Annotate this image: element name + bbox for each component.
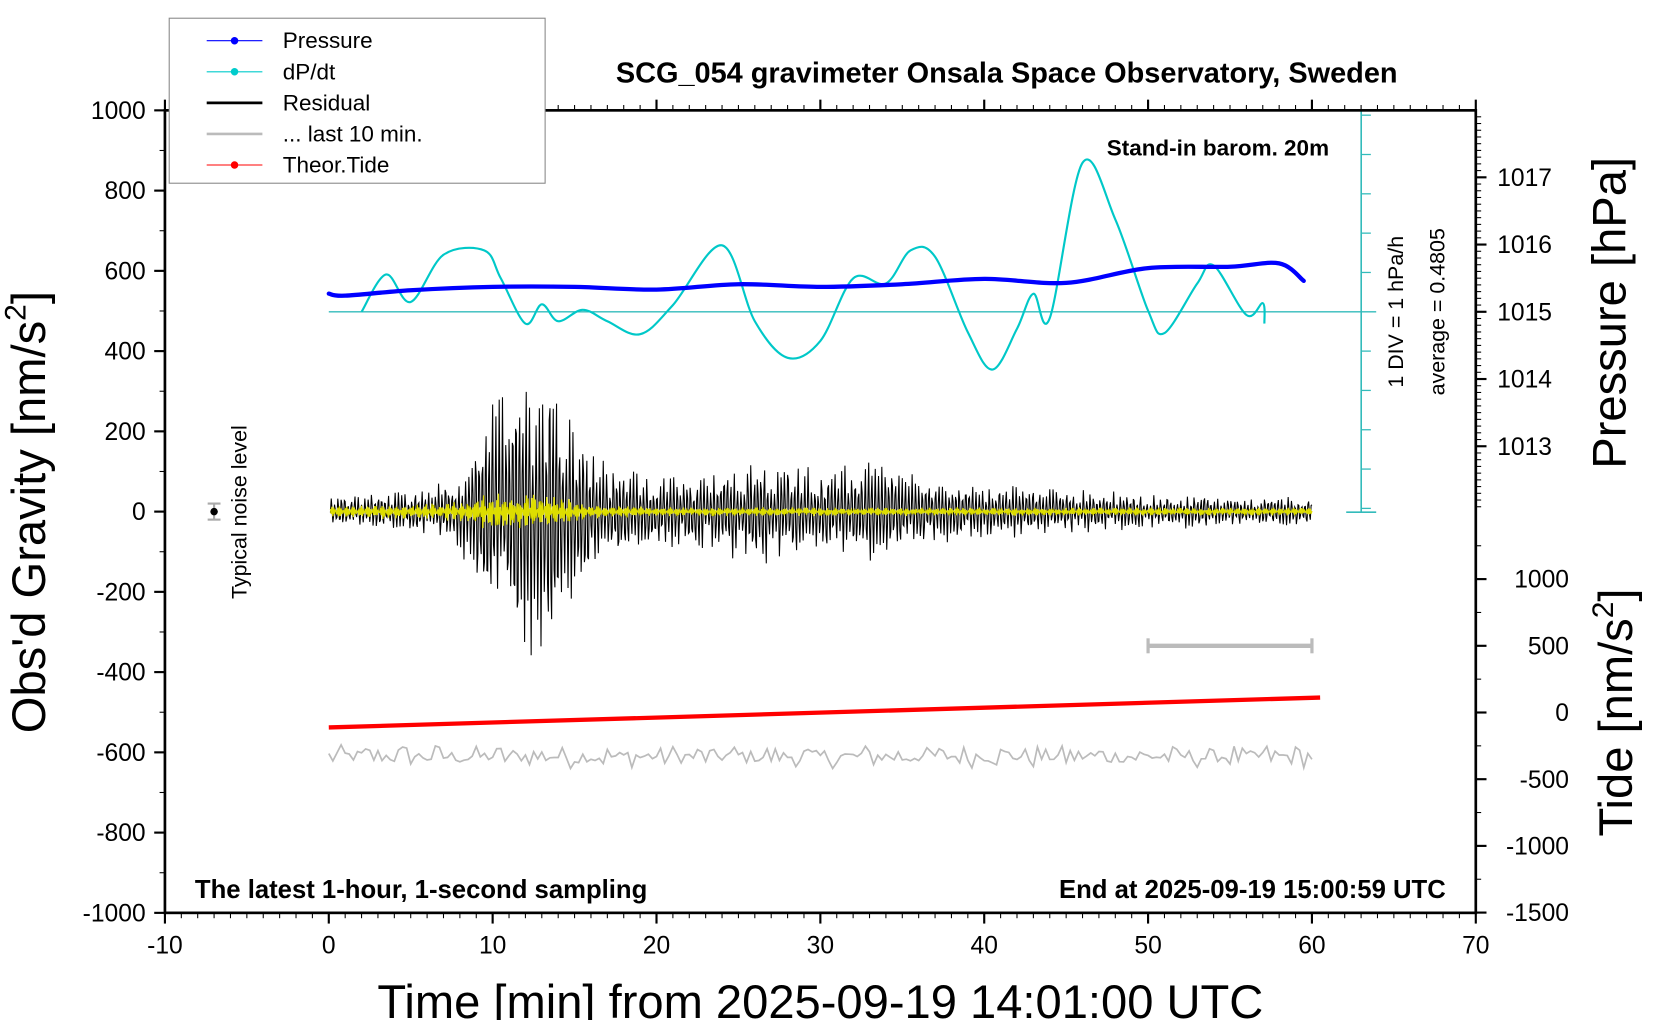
average-note: average = 0.4805 <box>1426 228 1450 395</box>
x-axis-label: Time [min] from 2025-09-19 14:01:00 UTC <box>377 975 1263 1020</box>
x-tick-label: -10 <box>147 933 183 960</box>
x-tick-label: 70 <box>1462 933 1489 960</box>
theor-tide-line <box>328 695 1321 730</box>
tide-tick-label: -500 <box>1520 767 1569 794</box>
y-tick-label: 0 <box>132 499 146 526</box>
legend-label: ... last 10 min. <box>283 121 423 146</box>
noise-label: Typical noise level <box>227 425 251 599</box>
tide-tick-label: 0 <box>1555 700 1569 727</box>
chart-title: SCG_054 gravimeter Onsala Space Observat… <box>616 57 1398 89</box>
x-tick-label: 50 <box>1134 933 1161 960</box>
tide-axis-label-main: Tide [nm/s <box>1589 618 1642 836</box>
y-tick-label: -800 <box>96 820 145 847</box>
pressure-tick-label: 1014 <box>1497 367 1552 394</box>
legend-label: Pressure <box>283 28 373 53</box>
pressure-tick-label: 1013 <box>1497 434 1552 461</box>
legend-marker <box>230 161 239 169</box>
pressure-line <box>326 260 1306 298</box>
y-tick-label: 800 <box>105 178 146 205</box>
y-tick-label: -600 <box>96 740 145 767</box>
x-tick-label: 60 <box>1298 933 1325 960</box>
tide-axis-label-end: ] <box>1589 588 1642 601</box>
residual-filtered-line <box>329 493 1313 529</box>
tide-axis-label-sup: 2 <box>1587 602 1620 619</box>
y-tick-label: 400 <box>105 339 146 366</box>
pressure-axis-label: Pressure [hPa] <box>1583 157 1636 469</box>
tide-tick-label: 500 <box>1528 633 1569 660</box>
noise-marker <box>210 507 218 516</box>
y-axis-label-main: Obs'd Gravity [nm/s <box>2 321 55 733</box>
x-tick-label: 10 <box>479 933 506 960</box>
tide-tick-label: -1500 <box>1506 900 1569 927</box>
pressure-tick-label: 1016 <box>1497 232 1552 259</box>
dpdt-line <box>360 158 1266 371</box>
y-axis-label: Obs'd Gravity [nm/s2] <box>0 291 55 733</box>
x-tick-label: 20 <box>643 933 670 960</box>
footer-right: End at 2025-09-19 15:00:59 UTC <box>1059 876 1446 904</box>
y-tick-label: -1000 <box>83 900 146 927</box>
tide-tick-label: 1000 <box>1514 567 1569 594</box>
barometer-note: Stand-in barom. 20m <box>1107 135 1329 160</box>
last-10-min-line <box>328 742 1313 772</box>
residual-line <box>329 391 1313 656</box>
x-tick-label: 30 <box>807 933 834 960</box>
div-note: 1 DIV = 1 hPa/h <box>1384 236 1408 388</box>
pressure-tick-label: 1015 <box>1497 299 1552 326</box>
y-axis-label-end: ] <box>2 291 55 304</box>
footer-left: The latest 1-hour, 1-second sampling <box>195 876 647 904</box>
x-tick-label: 0 <box>322 933 336 960</box>
y-tick-label: 600 <box>105 258 146 285</box>
tide-tick-label: -1000 <box>1506 833 1569 860</box>
y-tick-label: -400 <box>96 660 145 687</box>
legend-label: Theor.Tide <box>283 152 390 177</box>
legend-label: dP/dt <box>283 59 336 84</box>
y-tick-label: 1000 <box>91 98 146 125</box>
y-axis-label-sup: 2 <box>0 304 33 321</box>
y-tick-label: 200 <box>105 419 146 446</box>
legend-marker <box>230 68 239 76</box>
legend-marker <box>230 36 239 45</box>
pressure-tick-label: 1017 <box>1497 165 1552 192</box>
legend-box <box>168 17 546 184</box>
legend-label: Residual <box>283 90 370 115</box>
legend: Pressure dP/dt Residual ... last 10 min. The… <box>168 17 546 184</box>
tide-axis-label: Tide [nm/s2] <box>1587 588 1642 836</box>
y-tick-label: -200 <box>96 579 145 606</box>
x-tick-label: 40 <box>971 933 998 960</box>
